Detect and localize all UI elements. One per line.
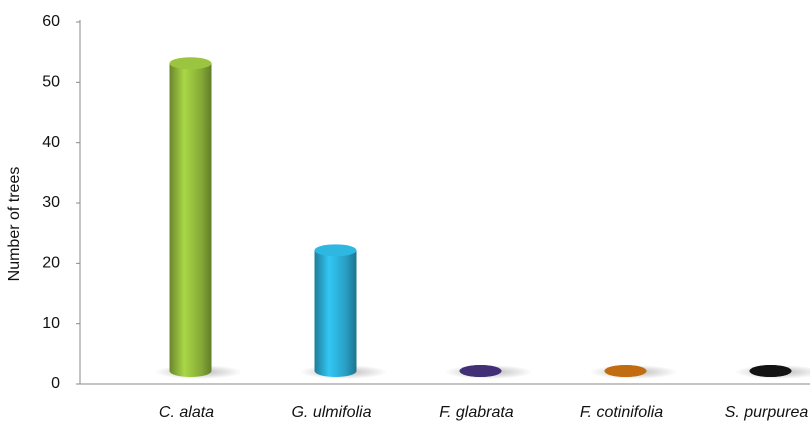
bar-cap [749, 365, 792, 377]
bar-cap [459, 365, 502, 377]
bar [169, 63, 212, 372]
y-tick-label: 20 [42, 255, 60, 272]
y-tick-label: 60 [42, 13, 60, 30]
y-axis-label: Number of trees [6, 167, 23, 282]
bar-cap [169, 57, 212, 70]
bar-cap [604, 365, 647, 377]
x-tick-label: G. ulmifolia [291, 404, 371, 421]
y-tick-label: 30 [42, 194, 60, 211]
x-tick-label: S. purpurea [725, 404, 809, 421]
x-tick-label: F. glabrata [439, 404, 514, 421]
y-tick-label: 0 [51, 375, 60, 392]
y-tick-label: 10 [42, 315, 60, 332]
y-tick-label: 50 [42, 74, 60, 91]
x-tick-label: C. alata [159, 404, 214, 421]
y-tick-label: 40 [42, 134, 60, 151]
x-tick-label: F. cotinifolia [580, 404, 663, 421]
bar-cap [314, 244, 357, 257]
bar [314, 250, 357, 371]
